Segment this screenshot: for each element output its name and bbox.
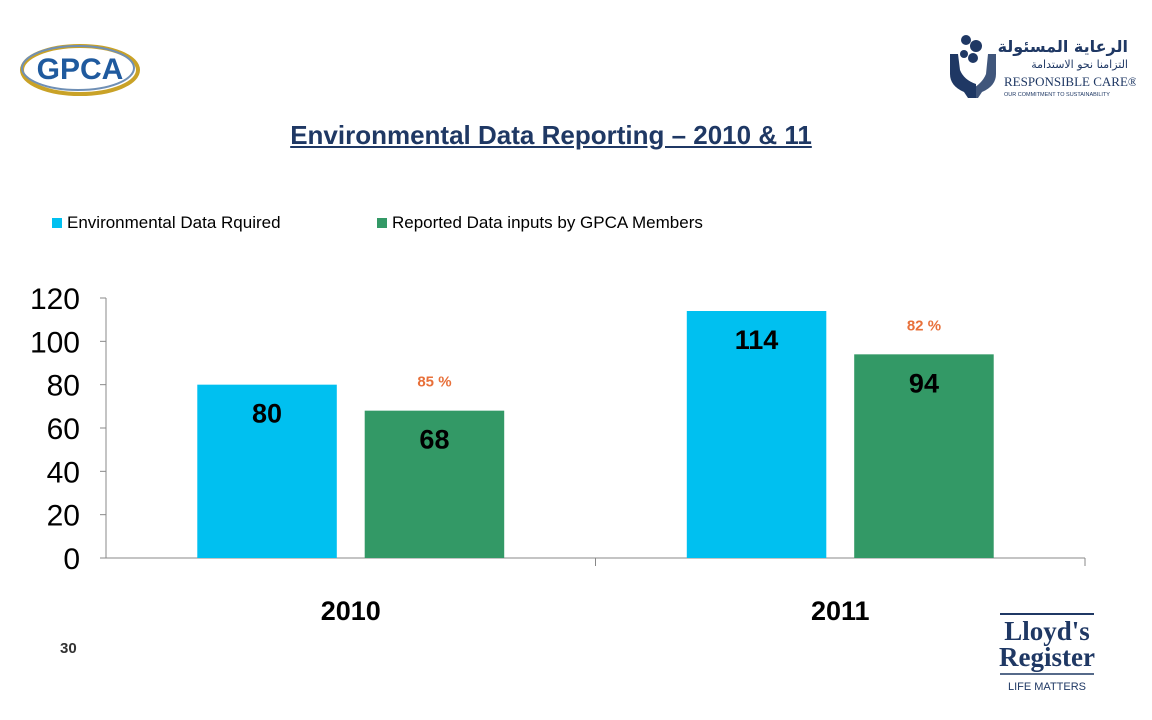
page-number: 30 — [60, 640, 77, 657]
lloyds-register-logo: Lloyd's Register LIFE MATTERS — [999, 613, 1095, 693]
bar-reported — [364, 410, 505, 558]
bar-value-label: 80 — [252, 399, 282, 429]
lr-logo-line2: Register — [999, 642, 1095, 672]
x-category-label: 2010 — [321, 596, 381, 626]
x-category-label: 2011 — [811, 596, 870, 626]
rc-logo-text: RESPONSIBLE CARE® — [1004, 74, 1136, 89]
percent-annotation: 82 % — [907, 317, 941, 334]
chart-title: Environmental Data Reporting – 2010 & 11 — [290, 120, 812, 150]
gpca-logo: GPCA — [20, 44, 140, 96]
y-tick-label: 20 — [47, 500, 80, 533]
percent-annotation: 85 % — [417, 374, 451, 391]
bar-value-label: 68 — [419, 425, 449, 455]
legend-item-required: Environmental Data Rquired — [52, 213, 281, 233]
legend-swatch-required — [52, 218, 62, 228]
legend-swatch-reported — [377, 218, 387, 228]
legend-label-reported: Reported Data inputs by GPCA Members — [392, 213, 703, 232]
bar-value-label: 114 — [735, 325, 779, 355]
bar-chart: 0 20 40 60 80 100 120 80 68 85 % 2010 114 94 82 % 2011 — [30, 283, 1086, 626]
legend-item-reported: Reported Data inputs by GPCA Members — [377, 213, 703, 233]
rc-logo-tagline: OUR COMMITMENT TO SUSTAINABILITY — [1004, 92, 1110, 98]
rc-arabic-line2: التزامنا نحو الاستدامة — [1031, 58, 1128, 71]
y-tick-label: 0 — [63, 543, 80, 576]
y-tick-label: 40 — [47, 456, 80, 489]
lr-logo-line1: Lloyd's — [1004, 616, 1090, 646]
y-tick-label: 60 — [47, 413, 80, 446]
y-tick-label: 120 — [30, 283, 80, 316]
bar-required — [197, 384, 337, 558]
legend-label-required: Environmental Data Rquired — [67, 213, 281, 232]
y-tick-label: 100 — [30, 326, 80, 359]
bar-reported — [854, 354, 994, 558]
y-tick-label: 80 — [47, 370, 80, 403]
lr-logo-tagline: LIFE MATTERS — [1008, 681, 1086, 693]
gpca-logo-text: GPCA — [37, 53, 124, 86]
bar-value-label: 94 — [909, 368, 939, 398]
rc-arabic-line1: الرعاية المسئولة — [998, 37, 1128, 56]
bar-required — [686, 311, 827, 558]
responsible-care-logo: الرعاية المسئولة التزامنا نحو الاستدامة … — [950, 35, 1136, 98]
